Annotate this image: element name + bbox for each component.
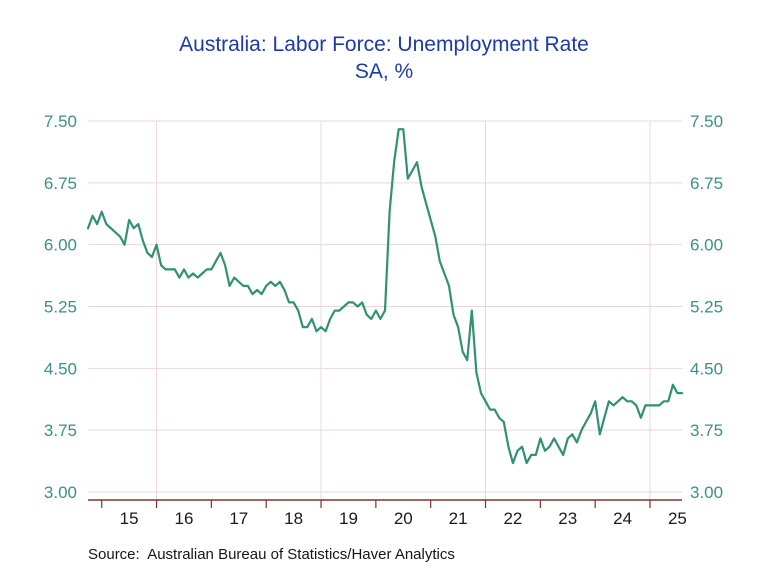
y-axis-label-right: 6.00 bbox=[690, 236, 723, 255]
chart-title-line1: Australia: Labor Force: Unemployment Rat… bbox=[179, 33, 589, 56]
x-axis-year-label: 21 bbox=[449, 509, 468, 528]
y-axis-label-left: 5.25 bbox=[44, 298, 77, 317]
x-axis-year-label: 24 bbox=[613, 509, 632, 528]
y-axis-label-left: 3.75 bbox=[44, 421, 77, 440]
x-axis-year-label: 19 bbox=[339, 509, 358, 528]
y-axis-label-left: 7.50 bbox=[44, 112, 77, 131]
y-axis-label-right: 3.00 bbox=[690, 483, 723, 502]
x-axis-year-label: 22 bbox=[503, 509, 522, 528]
chart-title: Australia: Labor Force: Unemployment Rat… bbox=[0, 31, 768, 85]
y-axis-label-right: 3.75 bbox=[690, 421, 723, 440]
x-axis-year-label: 25 bbox=[668, 509, 687, 528]
y-axis-label-right: 7.50 bbox=[690, 112, 723, 131]
unemployment-rate-series-line bbox=[86, 128, 684, 465]
y-axis-label-left: 4.50 bbox=[44, 359, 77, 378]
x-axis-year-label: 20 bbox=[394, 509, 413, 528]
x-axis-year-label: 16 bbox=[174, 509, 193, 528]
y-axis-label-right: 5.25 bbox=[690, 298, 723, 317]
x-axis-year-label: 15 bbox=[120, 509, 139, 528]
y-axis-label-left: 6.75 bbox=[44, 174, 77, 193]
y-axis-label-right: 4.50 bbox=[690, 359, 723, 378]
x-axis-year-label: 18 bbox=[284, 509, 303, 528]
x-axis-year-label: 17 bbox=[229, 509, 248, 528]
x-axis-year-label: 23 bbox=[558, 509, 577, 528]
chart-title-line2: SA, % bbox=[354, 60, 414, 83]
y-axis-label-left: 3.00 bbox=[44, 483, 77, 502]
y-axis-label-left: 6.00 bbox=[44, 236, 77, 255]
source-note: Source: Australian Bureau of Statistics/… bbox=[88, 546, 455, 563]
y-axis-label-right: 6.75 bbox=[690, 174, 723, 193]
